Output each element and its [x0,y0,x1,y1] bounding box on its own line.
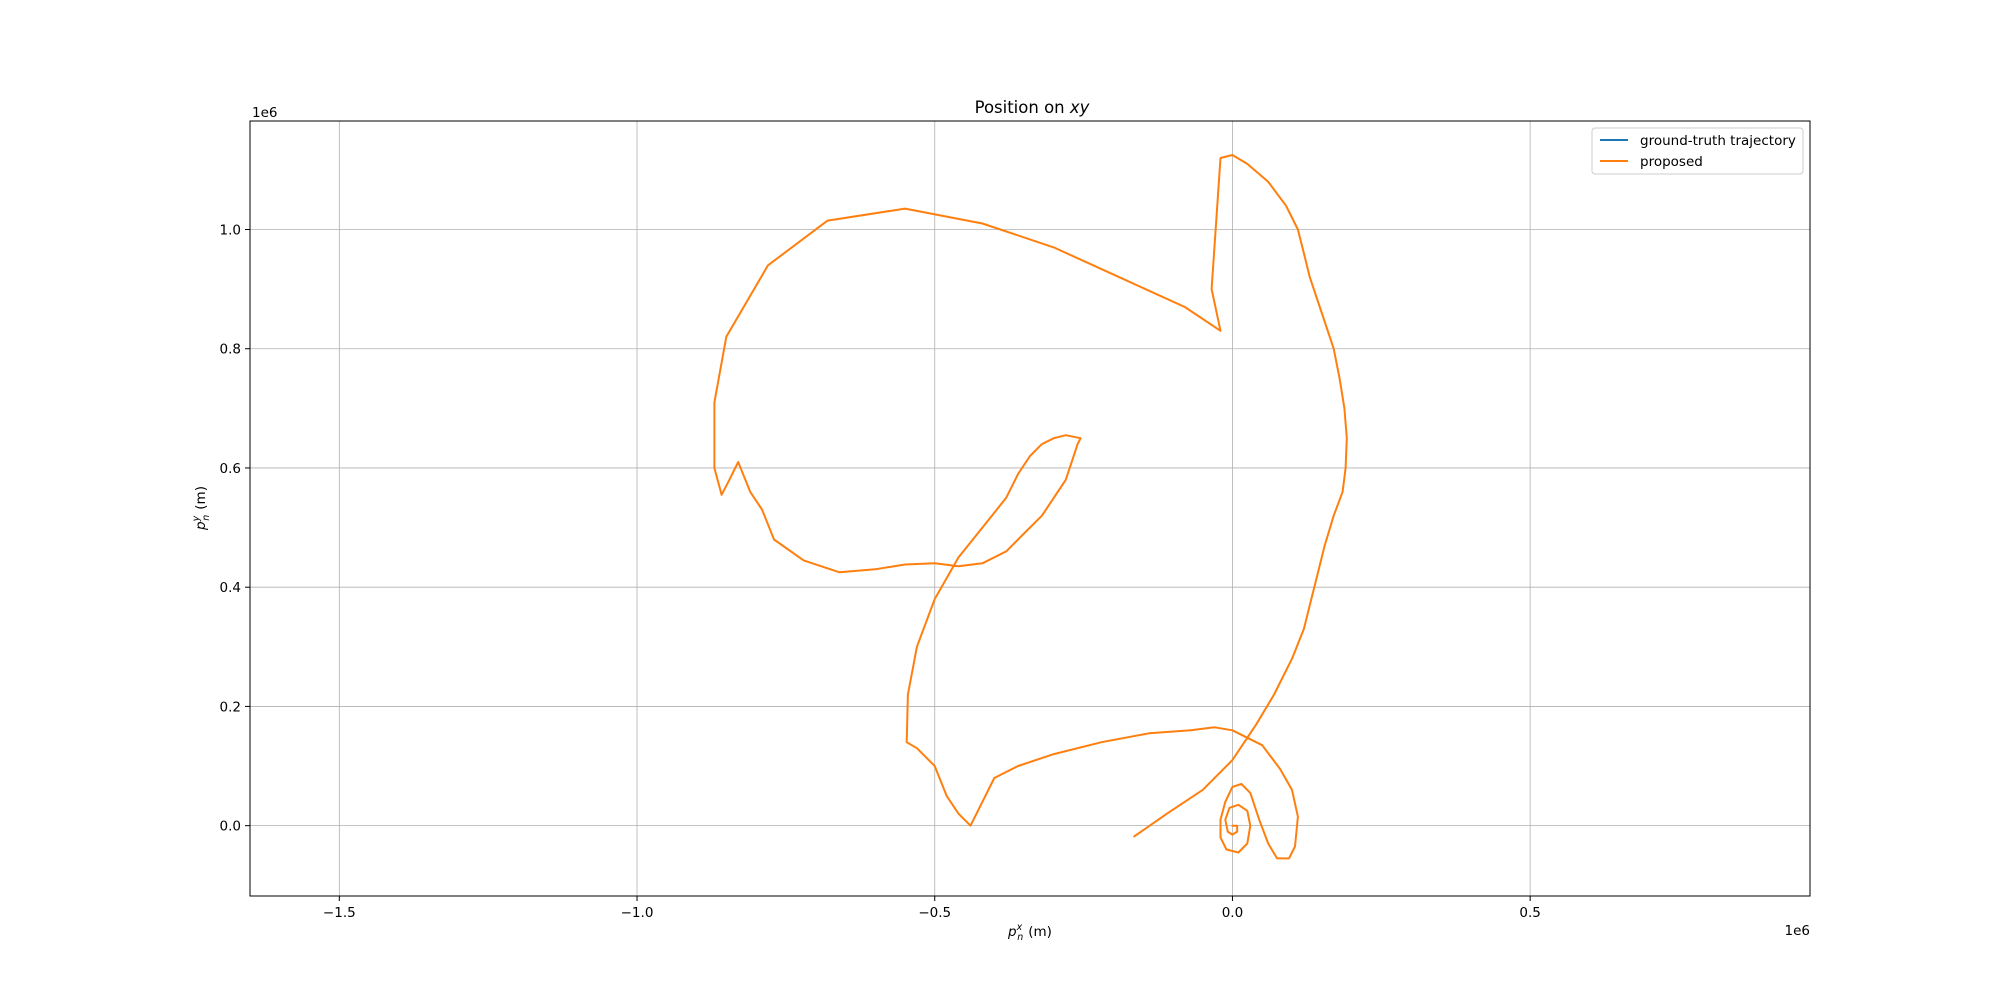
series-line-1 [713,154,1348,860]
x-axis-ticks: −1.5 −1.0 −0.5 0.0 0.5 [323,896,1541,921]
x-axis-label-symbol: p [1007,924,1017,940]
x-axis-label-unit: (m) [1028,924,1052,940]
grid-horizontal [250,229,1810,827]
y-tick-label: 0.2 [220,699,241,715]
chart-title-text: Position on [975,98,1070,117]
y-axis-label-sub: n [201,515,212,521]
y-axis-label-symbol: p [193,521,209,531]
y-tick-label: 1.0 [220,223,241,239]
y-axis-label-sup: y [191,515,202,522]
legend-label-1: proposed [1640,154,1703,170]
x-offset-label: 1e6 [1785,923,1810,939]
x-axis-label-sup: x [1016,922,1023,933]
y-tick-label: 0.8 [220,342,241,358]
x-tick-label: 0.5 [1519,905,1540,921]
chart-title-math: xy [1069,98,1090,117]
y-tick-label: 0.6 [220,461,241,477]
x-axis-label-sub: n [1017,932,1023,943]
legend-box [1591,127,1804,175]
chart-title: Position on xy [975,98,1090,117]
x-tick-label: −1.5 [323,905,356,921]
plot-frame [249,120,1811,897]
legend: ground-truth trajectory proposed [1591,127,1804,175]
y-offset-label: 1e6 [252,105,277,121]
y-axis-label: pyn (m) [191,486,212,531]
legend-entries: ground-truth trajectory proposed [1600,133,1796,170]
x-tick-label: −0.5 [918,905,951,921]
y-axis-label-group: pyn (m) [191,486,212,531]
plot-background [250,121,1810,896]
y-axis-ticks: 0.0 0.2 0.4 0.6 0.8 1.0 [220,223,250,835]
y-axis-label-unit: (m) [193,486,209,510]
x-tick-label: −1.0 [621,905,654,921]
plot-area [249,120,1811,897]
legend-label-0: ground-truth trajectory [1640,133,1796,149]
x-tick-label: 0.0 [1222,905,1243,921]
y-tick-label: 0.0 [220,819,241,835]
y-tick-label: 0.4 [220,580,241,596]
series-layer [713,154,1348,860]
x-axis-label: px n (m) [1007,922,1052,943]
